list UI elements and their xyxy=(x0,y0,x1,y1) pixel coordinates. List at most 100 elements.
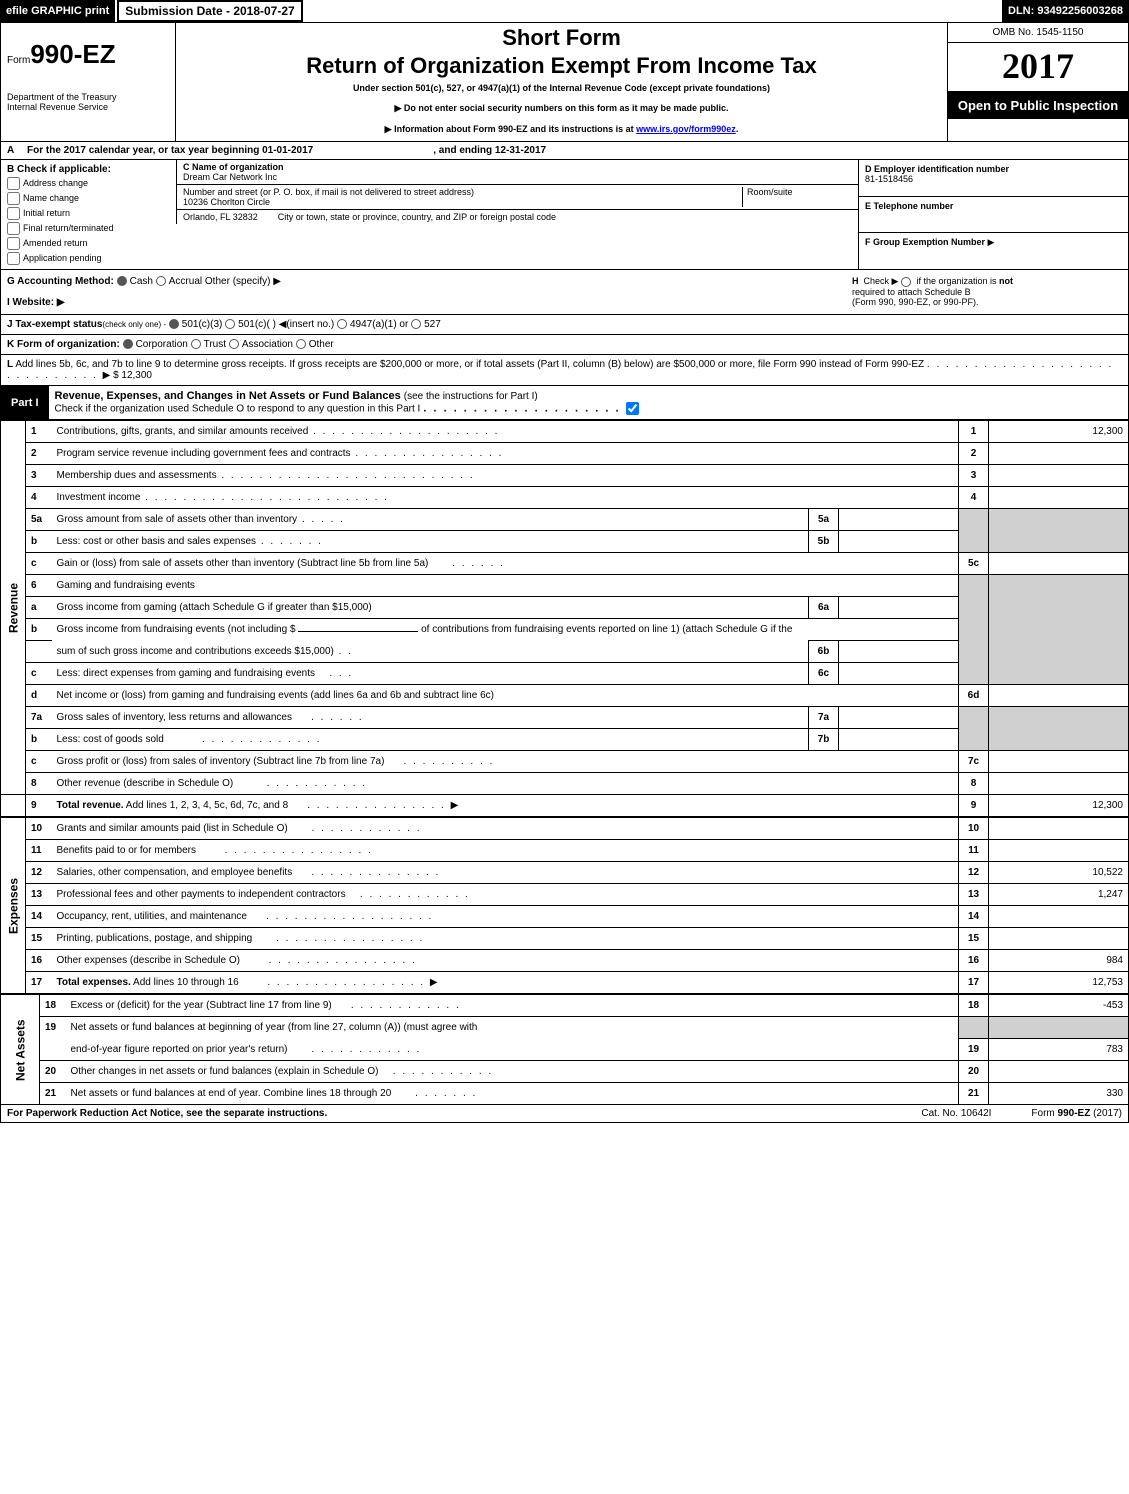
radio-501c[interactable] xyxy=(225,319,235,329)
ein-label: D Employer identification number xyxy=(865,164,1009,174)
radio-corporation[interactable] xyxy=(123,339,133,349)
line-i-label: I Website: ▶ xyxy=(7,297,65,308)
line-21: 21 Net assets or fund balances at end of… xyxy=(1,1083,1129,1105)
ein-value: 81-1518456 xyxy=(865,174,1122,184)
line-h-text3: required to attach Schedule B xyxy=(852,287,971,297)
line-l-value: $ 12,300 xyxy=(113,370,152,381)
sidebar-revenue: Revenue xyxy=(1,421,26,795)
line-h-letter: H xyxy=(852,276,859,286)
part-i-title: Revenue, Expenses, and Changes in Net As… xyxy=(49,386,1128,420)
line-15: 15 Printing, publications, postage, and … xyxy=(1,928,1129,950)
line-13: 13 Professional fees and other payments … xyxy=(1,884,1129,906)
top-bar: efile GRAPHIC print Submission Date - 20… xyxy=(0,0,1129,22)
line-18: Net Assets 18 Excess or (deficit) for th… xyxy=(1,995,1129,1017)
omb-number: OMB No. 1545-1150 xyxy=(948,23,1128,43)
line-l-text: Add lines 5b, 6c, and 7b to line 9 to de… xyxy=(15,359,924,370)
line-4: 4 Investment income . . . . . . . . . . … xyxy=(1,487,1129,509)
net-assets-table: Net Assets 18 Excess or (deficit) for th… xyxy=(0,994,1129,1105)
line-11: 11 Benefits paid to or for members . . .… xyxy=(1,840,1129,862)
line-g: G Accounting Method: Cash Accrual Other … xyxy=(7,276,852,308)
line-h-text4: (Form 990, 990-EZ, or 990-PF). xyxy=(852,297,979,307)
street-value: 10236 Chorlton Circle xyxy=(183,197,742,207)
line-20: 20 Other changes in net assets or fund b… xyxy=(1,1061,1129,1083)
dept-irs: Internal Revenue Service xyxy=(7,102,169,112)
line-19b: end-of-year figure reported on prior yea… xyxy=(1,1039,1129,1061)
room-suite: Room/suite xyxy=(742,187,852,207)
tax-year: 2017 xyxy=(948,43,1128,92)
info-link-line: ▶ Information about Form 990-EZ and its … xyxy=(182,124,941,135)
info-prefix: ▶ Information about Form 990-EZ and its … xyxy=(385,124,636,134)
org-name-label: C Name of organization xyxy=(183,162,284,172)
checkbox-initial-return[interactable]: Initial return xyxy=(7,207,170,220)
header-middle: Short Form Return of Organization Exempt… xyxy=(176,23,948,141)
header-left: Form990-EZ Department of the Treasury In… xyxy=(1,23,176,141)
dln-label: DLN: 93492256003268 xyxy=(1002,0,1129,22)
warning-ssn: ▶ Do not enter social security numbers o… xyxy=(182,103,941,114)
radio-other[interactable] xyxy=(296,339,306,349)
line-8: 8 Other revenue (describe in Schedule O)… xyxy=(1,773,1129,795)
radio-association[interactable] xyxy=(229,339,239,349)
footer-right: Form 990-EZ (2017) xyxy=(1031,1108,1122,1119)
line-a-ending: , and ending 12-31-2017 xyxy=(433,145,546,156)
line-a-text: For the 2017 calendar year, or tax year … xyxy=(27,145,313,156)
box-c: C Name of organization Dream Car Network… xyxy=(176,160,858,269)
line-7c: c Gross profit or (loss) from sales of i… xyxy=(1,751,1129,773)
part-i-header: Part I Revenue, Expenses, and Changes in… xyxy=(0,386,1129,420)
checkbox-schedule-o[interactable] xyxy=(626,402,639,415)
form-header: Form990-EZ Department of the Treasury In… xyxy=(0,22,1129,142)
line-g-other: Other (specify) ▶ xyxy=(205,276,281,287)
line-5a: 5a Gross amount from sale of assets othe… xyxy=(1,509,1129,531)
sidebar-net-assets: Net Assets xyxy=(1,995,40,1105)
checkbox-h[interactable] xyxy=(901,277,911,287)
line-17: 17 Total expenses. Add lines 10 through … xyxy=(1,972,1129,994)
line-a-letter: A xyxy=(7,145,27,156)
expenses-table: Expenses 10 Grants and similar amounts p… xyxy=(0,817,1129,994)
form-prefix: Form xyxy=(7,55,30,66)
under-section-text: Under section 501(c), 527, or 4947(a)(1)… xyxy=(182,83,941,93)
checkbox-amended-return[interactable]: Amended return xyxy=(7,237,170,250)
checkbox-name-change[interactable]: Name change xyxy=(7,192,170,205)
irs-link[interactable]: www.irs.gov/form990ez xyxy=(636,124,736,134)
line-2: 2 Program service revenue including gove… xyxy=(1,443,1129,465)
line-h-check: Check ▶ xyxy=(864,276,899,286)
line-a-row: A For the 2017 calendar year, or tax yea… xyxy=(0,142,1129,160)
org-name-value: Dream Car Network Inc xyxy=(183,172,852,182)
page-footer: For Paperwork Reduction Act Notice, see … xyxy=(0,1105,1129,1123)
box-b-letter: B Check if applicable: xyxy=(7,164,170,175)
line-g-h-row: G Accounting Method: Cash Accrual Other … xyxy=(0,270,1129,315)
city-value: Orlando, FL 32832 xyxy=(183,212,258,222)
checkbox-final-return[interactable]: Final return/terminated xyxy=(7,222,170,235)
line-10: Expenses 10 Grants and similar amounts p… xyxy=(1,818,1129,840)
short-form-title: Short Form xyxy=(182,25,941,51)
group-exemption-label: F Group Exemption Number xyxy=(865,237,985,247)
line-j-label: J Tax-exempt status xyxy=(7,319,102,330)
street-label: Number and street (or P. O. box, if mail… xyxy=(183,187,742,197)
revenue-table: Revenue 1 Contributions, gifts, grants, … xyxy=(0,420,1129,817)
box-d: D Employer identification number 81-1518… xyxy=(859,160,1128,197)
line-k-row: K Form of organization: Corporation Trus… xyxy=(0,335,1129,355)
checkbox-address-change[interactable]: Address change xyxy=(7,177,170,190)
efile-print-button[interactable]: efile GRAPHIC print xyxy=(0,0,115,22)
form-number: Form990-EZ xyxy=(7,39,169,70)
line-1: Revenue 1 Contributions, gifts, grants, … xyxy=(1,421,1129,443)
footer-left: For Paperwork Reduction Act Notice, see … xyxy=(7,1108,327,1119)
city-row: Orlando, FL 32832 City or town, state or… xyxy=(176,210,858,224)
line-3: 3 Membership dues and assessments . . . … xyxy=(1,465,1129,487)
line-k-label: K Form of organization: xyxy=(7,339,120,350)
submission-date: Submission Date - 2018-07-27 xyxy=(117,0,302,22)
header-right: OMB No. 1545-1150 2017 Open to Public In… xyxy=(948,23,1128,141)
line-g-label: G Accounting Method: xyxy=(7,276,114,287)
radio-527[interactable] xyxy=(411,319,421,329)
radio-501c3[interactable] xyxy=(169,319,179,329)
checkbox-application-pending[interactable]: Application pending xyxy=(7,252,170,265)
radio-trust[interactable] xyxy=(191,339,201,349)
radio-accrual[interactable] xyxy=(156,276,166,286)
dept-treasury: Department of the Treasury xyxy=(7,92,169,102)
radio-4947[interactable] xyxy=(337,319,347,329)
arrow-icon: ▶ xyxy=(103,370,111,381)
box-f: F Group Exemption Number ▶ xyxy=(859,233,1128,269)
sidebar-expenses: Expenses xyxy=(1,818,26,994)
footer-cat: Cat. No. 10642I xyxy=(921,1108,991,1119)
radio-cash[interactable] xyxy=(117,276,127,286)
box-e: E Telephone number xyxy=(859,197,1128,234)
